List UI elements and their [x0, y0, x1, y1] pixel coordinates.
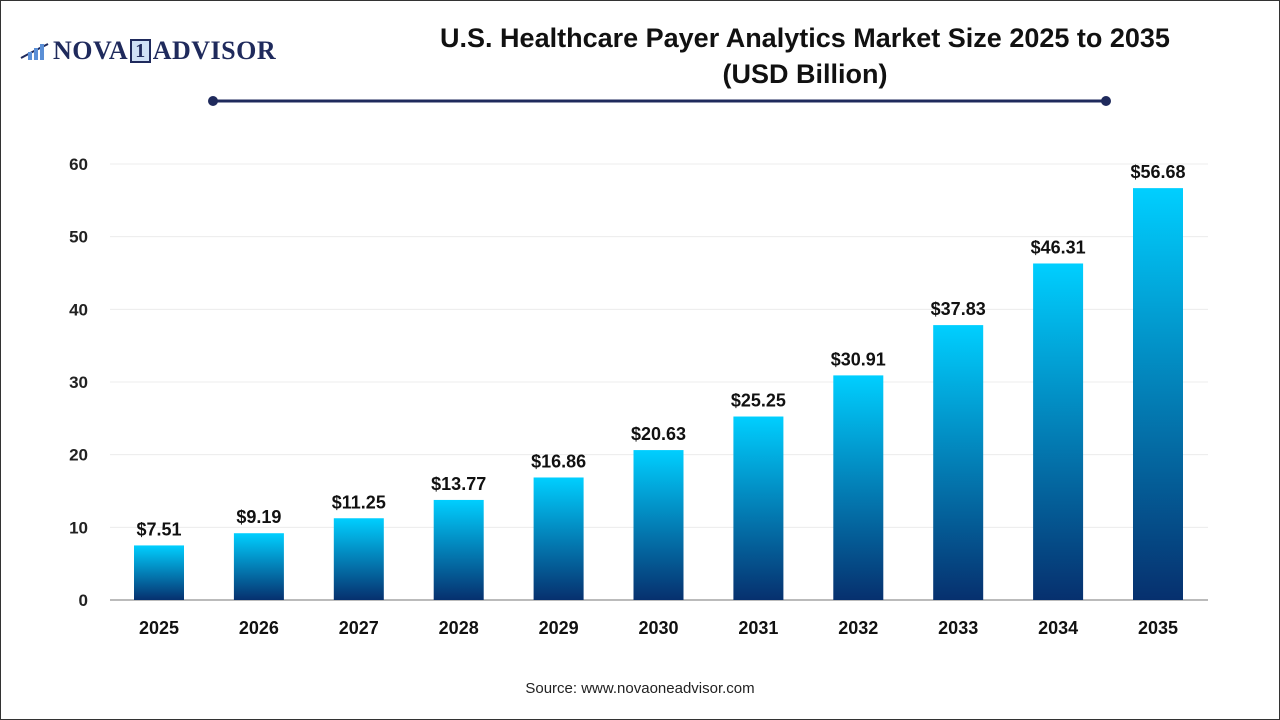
x-tick-label: 2027 [339, 618, 379, 638]
title-line-1: U.S. Healthcare Payer Analytics Market S… [440, 23, 1170, 53]
y-tick-label: 10 [69, 518, 88, 537]
x-tick-label: 2030 [638, 618, 678, 638]
bar-2033 [933, 325, 984, 600]
x-tick-label: 2028 [439, 618, 479, 638]
title-rule-dot-right [1101, 96, 1111, 106]
data-label: $9.19 [236, 507, 281, 527]
bar-2029 [533, 477, 584, 600]
data-label: $56.68 [1130, 162, 1185, 182]
data-label: $37.83 [931, 299, 986, 319]
logo: NOVA 1 ADVISOR [20, 36, 276, 66]
y-tick-label: 40 [69, 300, 88, 319]
logo-text-nova: NOVA [53, 36, 129, 65]
bar-chart-logo-icon [20, 43, 49, 60]
data-label: $46.31 [1031, 237, 1086, 257]
x-tick-label: 2026 [239, 618, 279, 638]
y-tick-label: 60 [69, 155, 88, 174]
data-label: $7.51 [136, 519, 181, 539]
bar-2026 [233, 533, 284, 600]
bar-2025 [134, 545, 184, 600]
chart-title: U.S. Healthcare Payer Analytics Market S… [300, 20, 1280, 92]
source-text: Source: www.novaoneadvisor.com [525, 680, 755, 697]
data-label: $20.63 [631, 424, 686, 444]
data-label: $30.91 [831, 349, 886, 369]
data-label: $25.25 [731, 391, 786, 411]
bar-2031 [733, 416, 784, 600]
x-tick-label: 2034 [1038, 618, 1078, 638]
y-tick-label: 50 [69, 228, 88, 247]
data-label: $16.86 [531, 451, 586, 471]
x-tick-label: 2032 [838, 618, 878, 638]
title-rule-dot-left [208, 96, 218, 106]
data-label: $13.77 [431, 474, 486, 494]
x-tick-label: 2035 [1138, 618, 1178, 638]
x-tick-label: 2025 [139, 618, 179, 638]
bar-2030 [633, 450, 684, 600]
x-tick-label: 2031 [738, 618, 778, 638]
bar-2032 [833, 375, 884, 600]
data-label: $11.25 [332, 492, 386, 512]
bar-2035 [1133, 188, 1183, 600]
bar-2034 [1033, 263, 1084, 600]
title-line-2: (USD Billion) [722, 59, 888, 89]
y-tick-label: 20 [69, 446, 88, 465]
bar-2028 [433, 499, 484, 600]
x-tick-label: 2033 [938, 618, 978, 638]
y-tick-label: 0 [79, 591, 88, 610]
logo-text-one: 1 [130, 39, 151, 63]
y-tick-label: 30 [69, 373, 88, 392]
x-tick-label: 2029 [539, 618, 579, 638]
bar-2027 [333, 518, 384, 600]
logo-text-advisor: ADVISOR [152, 36, 277, 65]
